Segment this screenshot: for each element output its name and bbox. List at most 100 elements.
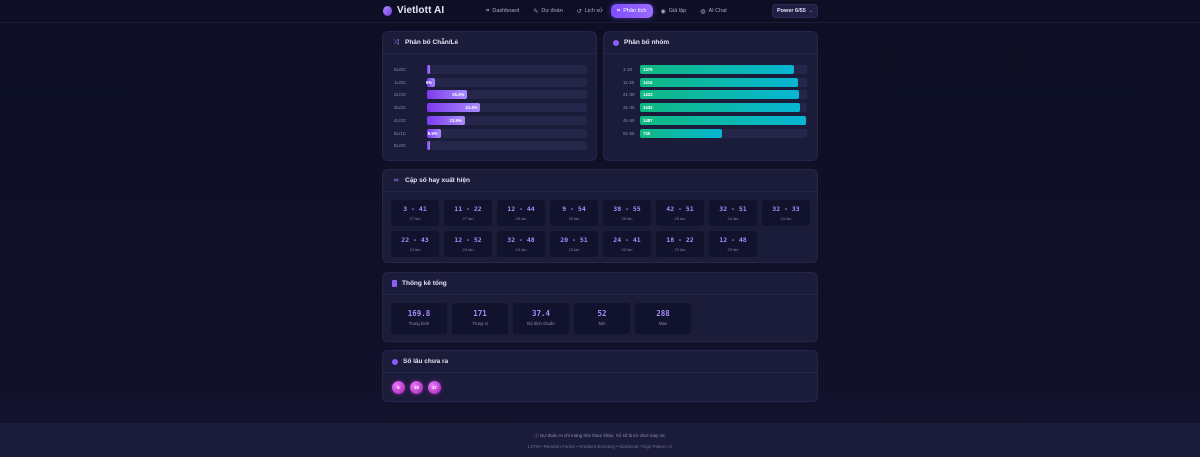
nav-dashboard[interactable]: ⌗ Dashboard xyxy=(480,4,525,18)
odd-even-row: 3L/3C 33.4% xyxy=(383,103,598,113)
pair-item: 24 - 41 23 lần xyxy=(603,231,651,257)
row-label: 31-40 xyxy=(623,105,635,111)
group-row: 51-55 735 xyxy=(604,128,819,138)
cold-numbers-card: Số lâu chưa ra 6 49 47 xyxy=(382,350,818,402)
disclaimer-text: ⓘ Dự đoán AI chỉ mang tính tham khảo. Xổ… xyxy=(534,433,666,438)
bar-fill: 23.5% xyxy=(427,115,465,125)
bar-value: 1423 xyxy=(643,92,653,98)
stat-item: 52 Min xyxy=(574,303,630,334)
pair-count: 24 lần xyxy=(515,247,527,252)
pair-numbers: 32 - 48 xyxy=(507,236,535,244)
pair-count: 24 lần xyxy=(462,247,474,252)
pair-count: 23 lần xyxy=(674,247,686,252)
pair-count: 23 lần xyxy=(621,247,633,252)
pair-numbers: 12 - 48 xyxy=(719,236,747,244)
shuffle-icon: ⤨ xyxy=(393,38,399,46)
pair-count: 24 lần xyxy=(780,216,792,221)
stat-label: Max xyxy=(658,321,668,326)
bar-fill xyxy=(427,141,430,151)
group-row: 21-30 1423 xyxy=(604,90,819,100)
chevron-down-icon: ⌄ xyxy=(808,8,813,14)
wand-icon: ✎ xyxy=(533,8,539,15)
ball-number: 6 xyxy=(397,385,400,390)
game-select-value: Power 6/55 xyxy=(777,8,806,14)
number-ball: 6 xyxy=(392,381,405,394)
bar-value: 33.4% xyxy=(465,105,478,111)
card-header: Số lâu chưa ra xyxy=(383,351,817,373)
pair-item: 18 - 22 23 lần xyxy=(656,231,704,257)
row-label: 0L/6C xyxy=(394,67,407,72)
pair-count: 24 lần xyxy=(727,216,739,221)
pair-numbers: 9 - 54 xyxy=(562,205,586,213)
nav-predict[interactable]: ✎ Dự đoán xyxy=(527,4,568,18)
bar-value: 25.2% xyxy=(452,92,465,98)
card-header: ∞ Cặp số hay xuất hiện xyxy=(383,170,817,192)
robot-icon: ◍ xyxy=(700,8,706,15)
nav-history[interactable]: ↺ Lịch sử xyxy=(571,4,609,18)
pair-count: 24 lần xyxy=(409,247,421,252)
bar-fill: 1432 xyxy=(640,103,800,113)
odd-even-row: 5L/1C 8.5% xyxy=(383,128,598,138)
row-label: 4L/2C xyxy=(394,117,407,123)
bar-track: 1416 xyxy=(640,77,807,87)
analytics-icon: ⌗ xyxy=(616,7,621,14)
pair-numbers: 12 - 44 xyxy=(507,205,535,213)
odd-even-row: 0L/6C xyxy=(383,65,598,74)
bar-fill: 1423 xyxy=(640,90,799,100)
bar-fill: 33.4% xyxy=(427,103,481,113)
row-label: 1L/5C xyxy=(394,79,407,85)
calculator-icon xyxy=(392,280,397,287)
nav-label: Lịch sử xyxy=(584,8,603,14)
group-distribution-card: Phân bố nhóm 1-10 1379 11-20 1416 21- xyxy=(603,31,818,161)
card-title: Thống kê tổng xyxy=(402,280,447,287)
bar-track: 33.4% xyxy=(427,103,587,113)
card-header: ⤨ Phân bố Chẵn/Lẻ xyxy=(383,32,596,54)
card-title: Phân bố nhóm xyxy=(624,39,670,46)
pair-count: 27 lần xyxy=(409,216,421,221)
nav-simulate[interactable]: ◉ Giả lập xyxy=(655,4,693,18)
bar-track: 23.5% xyxy=(427,115,587,125)
bar-track: 1423 xyxy=(640,90,807,100)
odd-even-card: ⤨ Phân bố Chẵn/Lẻ 0L/6C 1L/5C 5% xyxy=(382,31,597,161)
row-label: 3L/3C xyxy=(394,105,407,111)
pair-count: 25 lần xyxy=(568,216,580,221)
bar-track: 1379 xyxy=(640,65,807,74)
pair-item: 12 - 44 25 lần xyxy=(497,200,545,226)
bar-fill: 1416 xyxy=(640,77,799,87)
row-label: 51-55 xyxy=(623,130,635,136)
models-text: LSTM • Random Forest • Gradient Boosting… xyxy=(527,444,673,449)
number-ball: 47 xyxy=(428,381,441,394)
pair-item: 11 - 22 27 lần xyxy=(444,200,492,226)
bar-fill: 25.2% xyxy=(427,90,468,100)
ball-number: 49 xyxy=(414,385,419,390)
row-label: 2L/4C xyxy=(394,92,407,98)
frequent-pairs-card: ∞ Cặp số hay xuất hiện 3 - 41 27 lần 11 … xyxy=(382,169,818,263)
brand-name: Vietlott AI xyxy=(397,5,445,16)
number-ball: 49 xyxy=(410,381,423,394)
bar-value: 1487 xyxy=(643,117,653,123)
pair-item: 12 - 48 23 lần xyxy=(709,231,757,257)
game-select-dropdown[interactable]: Power 6/55 ⌄ xyxy=(772,4,818,18)
stat-label: Độ lệch chuẩn xyxy=(527,321,555,326)
pair-item: 32 - 51 24 lần xyxy=(709,200,757,226)
bar-track xyxy=(427,141,587,151)
footer: ⓘ Dự đoán AI chỉ mang tính tham khảo. Xổ… xyxy=(0,423,1200,457)
card-title: Cặp số hay xuất hiện xyxy=(405,177,471,184)
bar-value: 23.5% xyxy=(449,117,462,123)
pair-numbers: 42 - 51 xyxy=(666,205,694,213)
pair-count: 25 lần xyxy=(515,216,527,221)
bar-value: 5% xyxy=(425,79,432,85)
stat-item: 169.8 Trung bình xyxy=(391,303,447,334)
stat-label: Trung bình xyxy=(408,321,430,326)
pair-count: 27 lần xyxy=(462,216,474,221)
sum-stats-card: Thống kê tổng 169.8 Trung bình 171 Trung… xyxy=(382,272,818,342)
brand[interactable]: Vietlott AI xyxy=(383,5,444,16)
pair-count: 23 lần xyxy=(727,247,739,252)
row-label: 5L/1C xyxy=(394,130,407,136)
bar-value: 8.5% xyxy=(427,130,438,136)
nav-analytics[interactable]: ⌗ Phân tích xyxy=(610,4,653,18)
pair-numbers: 22 - 43 xyxy=(401,236,429,244)
card-header: Thống kê tổng xyxy=(383,273,817,295)
nav-ai-chat[interactable]: ◍ AI Chat xyxy=(694,4,733,18)
stat-value: 169.8 xyxy=(407,309,431,318)
